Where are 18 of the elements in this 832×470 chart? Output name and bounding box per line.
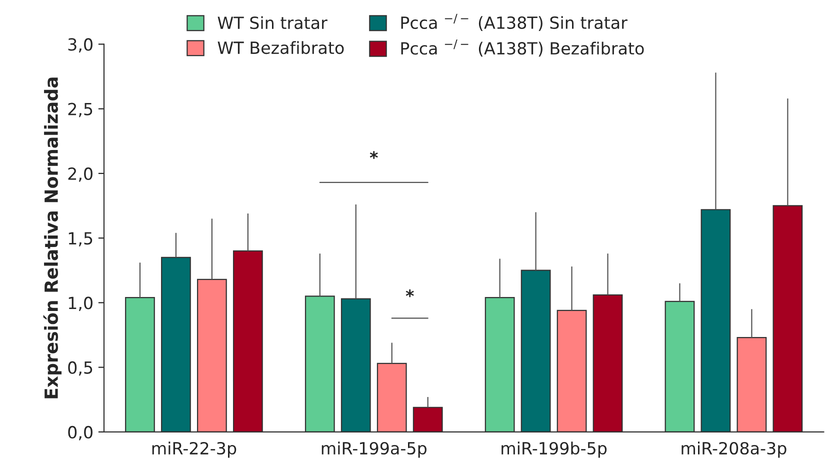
x-tick-label: miR-199a-5p (322, 442, 426, 458)
y-tick-label: 2,0 (68, 167, 92, 182)
y-tick-label: 0,0 (68, 426, 92, 440)
y-tick-label: 1,0 (68, 296, 92, 311)
annotation: * (406, 289, 414, 298)
legend-label: Pcca $^{−/−}$ (A138T) Sin tratar (401, 14, 628, 31)
x-tick-label: miR-208a-3p (682, 442, 786, 458)
y-axis-title: Expresión Relativa Normalizada (43, 78, 62, 398)
legend-label: WT Sin tratar (218, 16, 328, 30)
legend-label: Pcca $^{−/−}$ (A138T) Bezafibrato (401, 40, 644, 57)
y-tick-label: 1,5 (68, 232, 92, 246)
x-tick-label: miR-199b-5p (502, 442, 607, 458)
y-tick-label: 0,5 (68, 361, 92, 376)
y-tick-label: 2,5 (68, 102, 92, 118)
x-tick-label: miR-22-3p (152, 442, 236, 458)
y-tick-label: 3,0 (68, 38, 92, 52)
annotation: * (370, 151, 378, 159)
legend-label: WT Bezafibrato (218, 41, 344, 54)
